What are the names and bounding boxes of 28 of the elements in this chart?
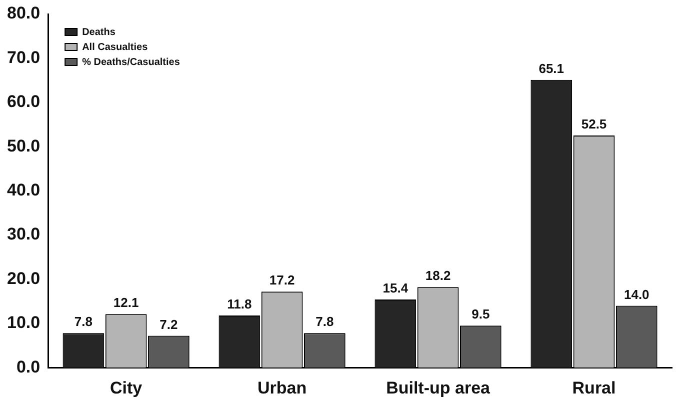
y-tick-label: 70.0 <box>6 48 40 67</box>
y-tick-label: 50.0 <box>6 136 40 156</box>
data-label: 17.2 <box>269 272 295 288</box>
data-label: 7.2 <box>160 316 178 332</box>
data-label: 7.8 <box>316 314 334 330</box>
data-label: 11.8 <box>227 296 252 312</box>
y-tick-label: 30.0 <box>6 224 40 244</box>
data-label: 52.5 <box>581 116 607 132</box>
legend-label: Deaths <box>82 26 116 38</box>
y-tick-label: 40.0 <box>6 180 40 200</box>
data-label: 65.1 <box>538 60 564 76</box>
x-tick-label: Urban <box>257 378 307 398</box>
y-tick-label: 10.0 <box>6 313 40 332</box>
y-tick-label: 0.0 <box>16 357 40 376</box>
data-label: 9.5 <box>472 306 490 322</box>
y-tick-label: 80.0 <box>6 4 40 23</box>
x-tick-label: City <box>110 378 143 398</box>
x-tick-label: Built-up area <box>386 378 491 398</box>
y-tick-label: 20.0 <box>6 268 40 288</box>
legend-label: All Casualties <box>82 42 148 53</box>
legend-label: % Deaths/Casualties <box>82 56 180 68</box>
data-label: 14.0 <box>624 286 650 302</box>
data-label: 18.2 <box>425 268 451 284</box>
x-tick-label: Rural <box>572 378 616 398</box>
data-label: 12.1 <box>113 295 139 310</box>
y-tick-label: 60.0 <box>6 92 40 112</box>
data-label: 15.4 <box>382 280 409 296</box>
data-label: 7.8 <box>74 314 92 330</box>
